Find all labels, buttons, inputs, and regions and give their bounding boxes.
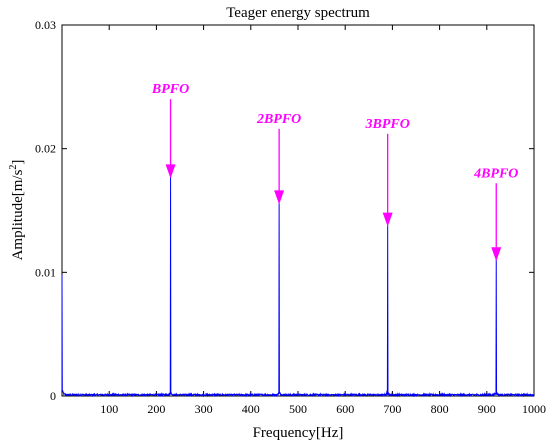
annotation-arrowhead [165, 164, 176, 179]
chart-title: Teager energy spectrum [226, 5, 370, 21]
x-tick-label-500: 500 [289, 402, 307, 416]
annotation-label: 2BPFO [256, 112, 301, 127]
annotation-2: 2BPFO [256, 112, 301, 205]
x-tick-label-100: 100 [100, 402, 118, 416]
x-tick-label-700: 700 [383, 402, 401, 416]
annotation-label: BPFO [151, 82, 189, 97]
y-axis-label-exponent: 2 [8, 165, 19, 170]
y-tick-label-2: 0.02 [35, 142, 56, 156]
y-tick-label-1: 0.01 [35, 265, 56, 279]
spectrum-series-line [61, 175, 535, 398]
annotations: BPFO 2BPFO 3BPFO 4BPFO [151, 82, 518, 262]
annotation-1: BPFO [151, 82, 189, 179]
x-tick-label-600: 600 [336, 402, 354, 416]
x-tick-label-900: 900 [478, 402, 496, 416]
annotation-arrowhead [274, 190, 285, 205]
axis-ticks: 100 200 300 400 500 600 700 800 900 1000 0 0.01 0.02… [35, 18, 546, 416]
annotation-3: 3BPFO [365, 117, 410, 227]
x-tick-label-1000: 1000 [522, 402, 546, 416]
y-axis-label: Amplitude[m/s2] [8, 160, 26, 261]
annotation-label: 4BPFO [473, 166, 518, 181]
y-tick-label-3: 0.03 [35, 18, 56, 32]
x-axis-label: Frequency[Hz] [253, 425, 344, 441]
x-tick-label-800: 800 [431, 402, 449, 416]
y-axis-label-close: ] [10, 160, 26, 165]
annotation-4: 4BPFO [473, 166, 518, 262]
x-tick-label-300: 300 [195, 402, 213, 416]
plot-area [61, 24, 535, 397]
y-axis-label-text: Amplitude[m/s [10, 169, 26, 260]
annotation-label: 3BPFO [365, 117, 410, 132]
annotation-arrowhead [491, 247, 502, 262]
x-tick-label-400: 400 [242, 402, 260, 416]
annotation-arrowhead [382, 212, 393, 227]
x-tick-label-200: 200 [147, 402, 165, 416]
y-tick-label-0: 0 [50, 389, 56, 403]
